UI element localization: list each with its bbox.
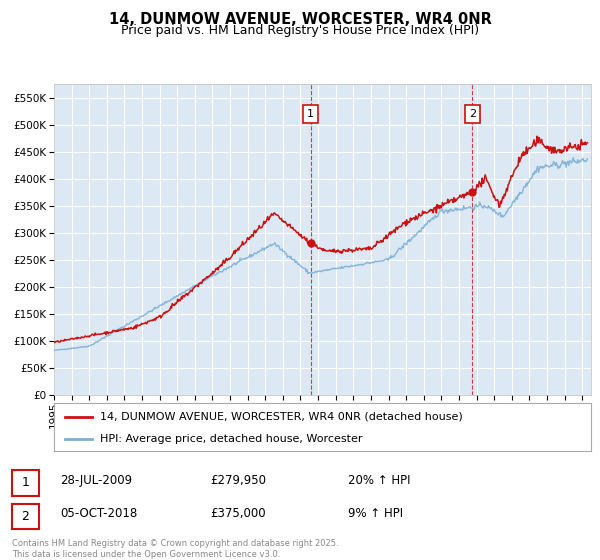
Text: 05-OCT-2018: 05-OCT-2018 xyxy=(60,507,137,520)
Text: £279,950: £279,950 xyxy=(210,474,266,487)
Text: HPI: Average price, detached house, Worcester: HPI: Average price, detached house, Worc… xyxy=(100,434,362,444)
Text: Price paid vs. HM Land Registry's House Price Index (HPI): Price paid vs. HM Land Registry's House … xyxy=(121,24,479,36)
Text: £375,000: £375,000 xyxy=(210,507,266,520)
Text: 9% ↑ HPI: 9% ↑ HPI xyxy=(348,507,403,520)
Text: Contains HM Land Registry data © Crown copyright and database right 2025.
This d: Contains HM Land Registry data © Crown c… xyxy=(12,539,338,559)
Text: 20% ↑ HPI: 20% ↑ HPI xyxy=(348,474,410,487)
Text: 28-JUL-2009: 28-JUL-2009 xyxy=(60,474,132,487)
Text: 2: 2 xyxy=(22,510,29,523)
Text: 14, DUNMOW AVENUE, WORCESTER, WR4 0NR (detached house): 14, DUNMOW AVENUE, WORCESTER, WR4 0NR (d… xyxy=(100,412,463,422)
Text: 2: 2 xyxy=(469,109,476,119)
Text: 14, DUNMOW AVENUE, WORCESTER, WR4 0NR: 14, DUNMOW AVENUE, WORCESTER, WR4 0NR xyxy=(109,12,491,27)
Text: 1: 1 xyxy=(307,109,314,119)
Text: 1: 1 xyxy=(22,477,29,489)
